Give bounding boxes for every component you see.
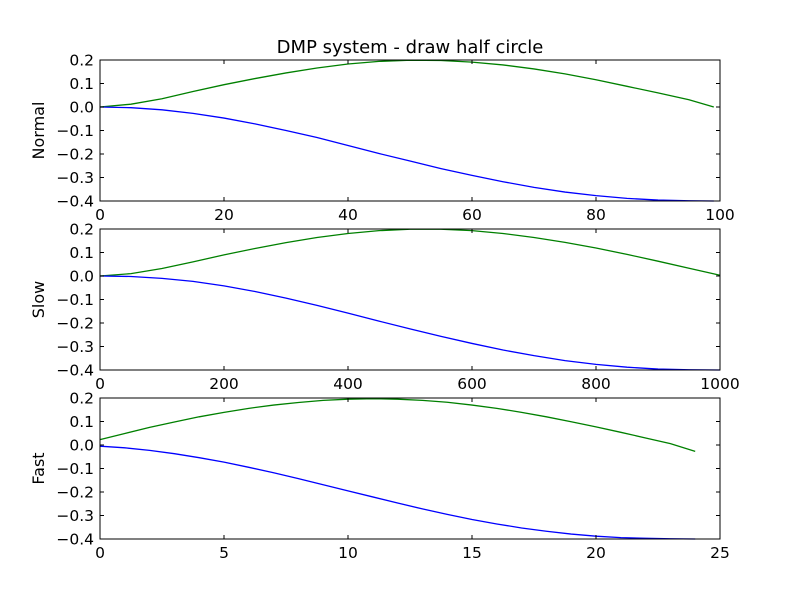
slow-xtick-label: 1000 — [700, 375, 739, 393]
fast-xtick-label: 25 — [710, 544, 730, 562]
subplot-slow: 0 200 400 600 800 1000 −0.4 −0.3 −0.2 −0.1 0.0 0.1 0… — [29, 221, 740, 394]
normal-ylabel: Normal — [29, 102, 48, 160]
normal-xtick-label: 100 — [705, 206, 735, 224]
normal-xtick-label: 40 — [338, 206, 358, 224]
normal-ytick-label: −0.4 — [56, 193, 94, 211]
figure-title: DMP system - draw half circle — [277, 37, 544, 58]
subplot-normal: 0 20 40 60 80 100 −0.4 −0.3 −0.2 −0.1 0.0 0.1 0.2 Nor… — [29, 52, 735, 225]
slow-ytick-label: 0.2 — [69, 221, 94, 239]
slow-xtick-label: 200 — [209, 375, 239, 393]
fast-ytick-label: 0.1 — [69, 413, 94, 431]
normal-xtick-label: 80 — [586, 206, 606, 224]
normal-ytick-label: 0.0 — [69, 99, 94, 117]
normal-xtick-label: 60 — [462, 206, 482, 224]
slow-ytick-label: −0.1 — [56, 291, 94, 309]
normal-ytick-label: 0.2 — [69, 52, 94, 70]
slow-ytick-label: −0.3 — [56, 338, 94, 356]
fast-xtick-label: 20 — [586, 544, 606, 562]
fast-ytick-label: −0.4 — [56, 531, 94, 549]
slow-ytick-label: −0.2 — [56, 315, 94, 333]
fast-xtick-label: 15 — [462, 544, 482, 562]
normal-xtick-label: 0 — [95, 206, 105, 224]
slow-ytick-label: 0.0 — [69, 268, 94, 286]
slow-ylabel: Slow — [29, 281, 48, 318]
fast-xtick-label: 5 — [219, 544, 229, 562]
normal-xtick-label: 20 — [214, 206, 234, 224]
fast-xtick-label: 0 — [95, 544, 105, 562]
slow-xtick-label: 600 — [457, 375, 487, 393]
slow-xtick-label: 0 — [95, 375, 105, 393]
fast-ytick-label: 0.0 — [69, 437, 94, 455]
fast-ytick-label: −0.1 — [56, 460, 94, 478]
normal-ytick-label: −0.2 — [56, 146, 94, 164]
slow-ytick-label: 0.1 — [69, 244, 94, 262]
normal-ytick-label: 0.1 — [69, 75, 94, 93]
slow-ytick-label: −0.4 — [56, 362, 94, 380]
subplots: 0 20 40 60 80 100−0.4−0.3−0.2−0.10.00.10.2Nor… — [29, 52, 740, 563]
fast-series-green-line — [99, 398, 696, 452]
fast-ytick-label: −0.2 — [56, 484, 94, 502]
normal-ytick-label: −0.3 — [56, 169, 94, 187]
normal-series-blue-line — [99, 106, 714, 202]
fast-ytick-label: 0.2 — [69, 390, 94, 408]
slow-series-blue-line — [99, 275, 721, 371]
fast-ylabel: Fast — [29, 452, 48, 484]
fast-xtick-label: 10 — [338, 544, 358, 562]
slow-xtick-label: 400 — [333, 375, 363, 393]
subplot-fast: 0 5 10 15 20 25 −0.4 −0.3 −0.2 −0.1 0.0 0.1 0.2 Fast — [29, 390, 730, 563]
slow-xtick-label: 800 — [581, 375, 611, 393]
normal-ytick-label: −0.1 — [56, 122, 94, 140]
fast-ytick-label: −0.3 — [56, 507, 94, 525]
